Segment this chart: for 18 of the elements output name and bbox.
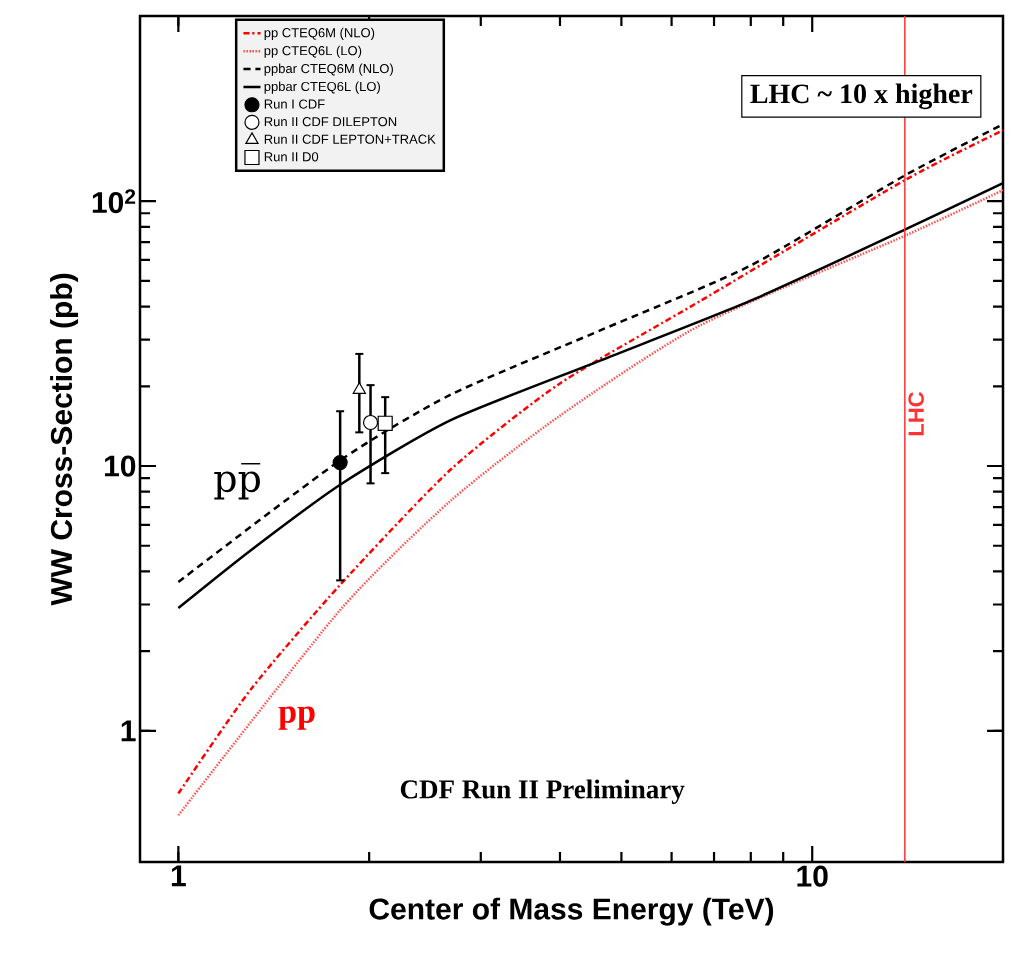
legend-label: Run I CDF [264,99,325,109]
legend-label: pp CTEQ6L (LO) [264,45,362,58]
legend-label: ppbar CTEQ6M (NLO) [264,63,393,76]
x-axis-title: Center of Mass Energy (TeV) [369,897,774,926]
ref-line-label: LHC [908,392,924,436]
legend-label: pp CTEQ6M (NLO) [264,27,375,40]
y-tick-label: 10 [104,455,136,477]
annotation: CDF Run II Preliminary [400,779,685,805]
legend-label: Run II CDF DILEPTON [264,117,397,127]
legend-label: ppbar CTEQ6L (LO) [264,81,380,94]
y-axis-title: WW Cross-Section (pb) [50,273,79,606]
annotation: pp [278,706,315,730]
annotation: pp̅ [214,462,261,500]
annotation: LHC ~ 10 x higher [750,83,973,110]
legend-label: Run II D0 [264,152,319,162]
y-tick-label: 1 [121,720,136,742]
legend-label: Run II CDF LEPTON+TRACK [264,134,436,144]
y-tick-label: 10$^{2}$ [92,189,136,214]
